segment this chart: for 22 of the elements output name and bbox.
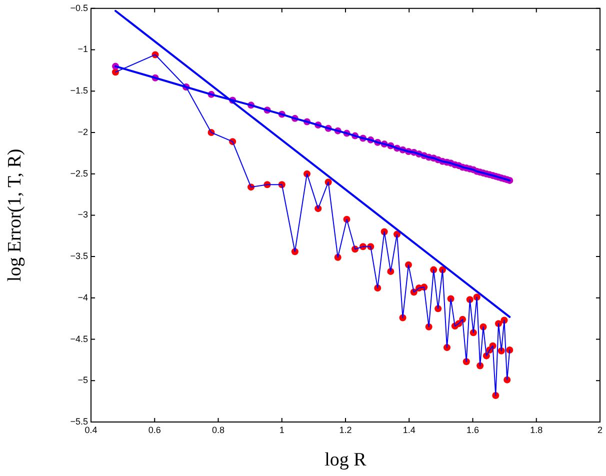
x-tick-label: 0.4 [84,424,98,435]
y-tick-label: −5 [78,375,88,386]
x-axis-title: log R [324,450,367,471]
x-tick-label: 1.8 [530,424,543,435]
y-axis-title: log Error(1, T, R) [4,148,26,282]
x-tick-label: 1.2 [339,424,352,435]
x-tick-label: 1.6 [466,424,480,435]
x-tick-label: 2 [597,424,603,435]
x-tick-label: 0.8 [212,424,225,435]
y-tick-label: −3.5 [70,251,88,262]
x-tick-label: 1.4 [402,424,416,435]
y-tick-label: −4.5 [70,334,88,344]
y-tick-label: −0.5 [70,2,88,13]
y-tick-label: −3 [78,210,88,220]
y-tick-label: −5.5 [70,416,88,426]
y-tick-label: −2.5 [70,168,88,178]
y-tick-label: −2 [78,126,88,137]
x-tick-label: 0.6 [148,424,161,435]
x-tick-label: 1 [279,424,284,435]
y-tick-label: −1.5 [70,86,88,96]
y-tick-label: −1 [78,44,88,54]
y-tick-label: −4 [78,292,88,302]
